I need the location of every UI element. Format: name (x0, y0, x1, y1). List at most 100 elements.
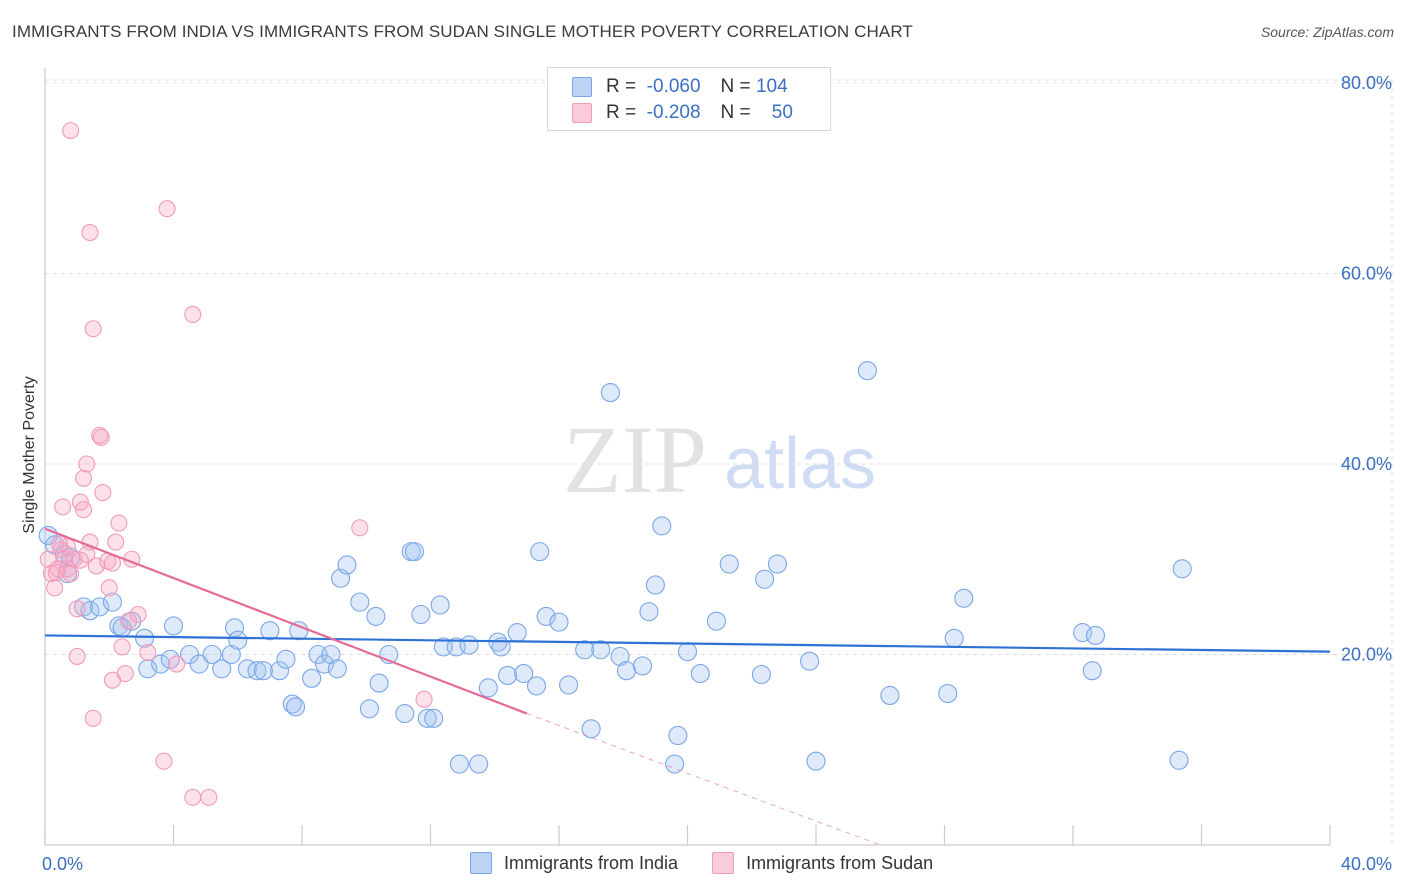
legend-swatch-india (470, 852, 492, 874)
india-point (751, 664, 771, 685)
axes (44, 68, 1331, 846)
series-legend: Immigrants from India Immigrants from Su… (470, 852, 967, 874)
series-sudan-points (39, 122, 433, 806)
sudan-point (75, 469, 93, 487)
india-point (151, 654, 171, 674)
india-point (459, 635, 479, 655)
india-point (253, 661, 274, 681)
legend-swatch-sudan (712, 852, 735, 874)
india-point (526, 676, 547, 696)
india-point (449, 754, 469, 774)
india-point (719, 554, 739, 574)
india-point (122, 611, 142, 631)
india-point (600, 383, 620, 403)
sudan-point (71, 551, 89, 569)
tick-labels: 20.0% 40.0% 60.0% 80.0% 0.0% 40.0% (42, 73, 1392, 874)
sudan-point (87, 557, 105, 575)
legend-swatch-sudan (572, 103, 592, 123)
india-point (80, 601, 100, 621)
india-point (610, 646, 630, 666)
india-point (109, 616, 129, 636)
legend-item-sudan: Immigrants from Sudan (712, 852, 933, 874)
india-point (350, 592, 370, 612)
india-point (514, 663, 534, 684)
legend-item-india: Immigrants from India (470, 852, 678, 874)
india-point (559, 675, 579, 695)
india-point (954, 588, 974, 608)
x-tick-label-min: 0.0% (42, 854, 83, 874)
india-point (138, 659, 158, 679)
india-point (800, 651, 820, 671)
legend-r-value-india: -0.060 (646, 76, 701, 97)
y-tick-label: 40.0% (1341, 454, 1392, 474)
sudan-point (54, 498, 72, 516)
sudan-point (68, 647, 86, 665)
y-tick-label: 60.0% (1341, 264, 1392, 284)
legend-label-india: Immigrants from India (504, 852, 679, 873)
watermark: ZIP atlas (563, 406, 876, 513)
india-point (411, 604, 431, 625)
india-point (478, 678, 498, 698)
india-point (221, 644, 241, 665)
india-point (575, 640, 595, 660)
india-point (417, 708, 437, 728)
india-point (706, 611, 726, 631)
india-point (755, 569, 775, 589)
sudan-point (92, 428, 110, 446)
india-point (369, 673, 389, 693)
india-point (632, 656, 653, 676)
chart-title: IMMIGRANTS FROM INDIA VS IMMIGRANTS FROM… (12, 22, 913, 41)
india-point (616, 661, 637, 681)
legend-n-label: N = (720, 76, 751, 97)
india-point (645, 575, 665, 595)
sudan-trend-line (44, 527, 528, 715)
india-point (690, 663, 710, 684)
sudan-point (184, 305, 202, 324)
sudan-point (68, 600, 86, 618)
source-label: Source: ZipAtlas.com (1260, 24, 1394, 40)
india-point (652, 516, 672, 536)
india-point (314, 654, 335, 674)
india-point (424, 708, 444, 728)
legend-n-label: N = (720, 102, 751, 123)
legend-row-sudan: R = -0.208 N = 50 (572, 100, 793, 126)
india-point (806, 751, 826, 771)
india-point (880, 685, 900, 706)
india-point (857, 361, 877, 381)
sudan-point (75, 501, 93, 519)
india-point (536, 606, 556, 626)
legend-n-value-sudan: 50 (771, 102, 793, 123)
y-tick-label: 80.0% (1341, 73, 1392, 93)
india-point (491, 637, 511, 657)
india-point (337, 555, 357, 575)
india-point (366, 606, 386, 626)
sudan-point (58, 560, 77, 578)
india-point (944, 628, 964, 648)
india-point (395, 704, 415, 724)
sudan-point (50, 535, 69, 553)
india-point (327, 659, 347, 679)
sudan-point (119, 612, 138, 630)
sudan-point (100, 579, 118, 597)
india-point (269, 661, 290, 681)
india-point (302, 668, 322, 688)
india-point (237, 659, 257, 679)
sudan-point (158, 200, 176, 218)
india-point (668, 725, 688, 746)
legend-n-value-india: 104 (755, 76, 788, 97)
india-point (202, 644, 222, 665)
india-point (247, 661, 267, 681)
india-point (276, 649, 296, 669)
india-point (665, 754, 685, 774)
legend-row-india: R = -0.060 N = 104 (572, 74, 788, 100)
y-tick-label: 20.0% (1341, 645, 1392, 665)
india-point (135, 628, 155, 648)
sudan-point (415, 690, 433, 708)
india-point (163, 616, 184, 636)
sudan-point (81, 223, 99, 242)
sudan-point (62, 122, 80, 140)
legend-r-value-sudan: -0.208 (646, 102, 701, 123)
legend-r-label: R = (606, 102, 637, 123)
sudan-point (184, 788, 202, 806)
